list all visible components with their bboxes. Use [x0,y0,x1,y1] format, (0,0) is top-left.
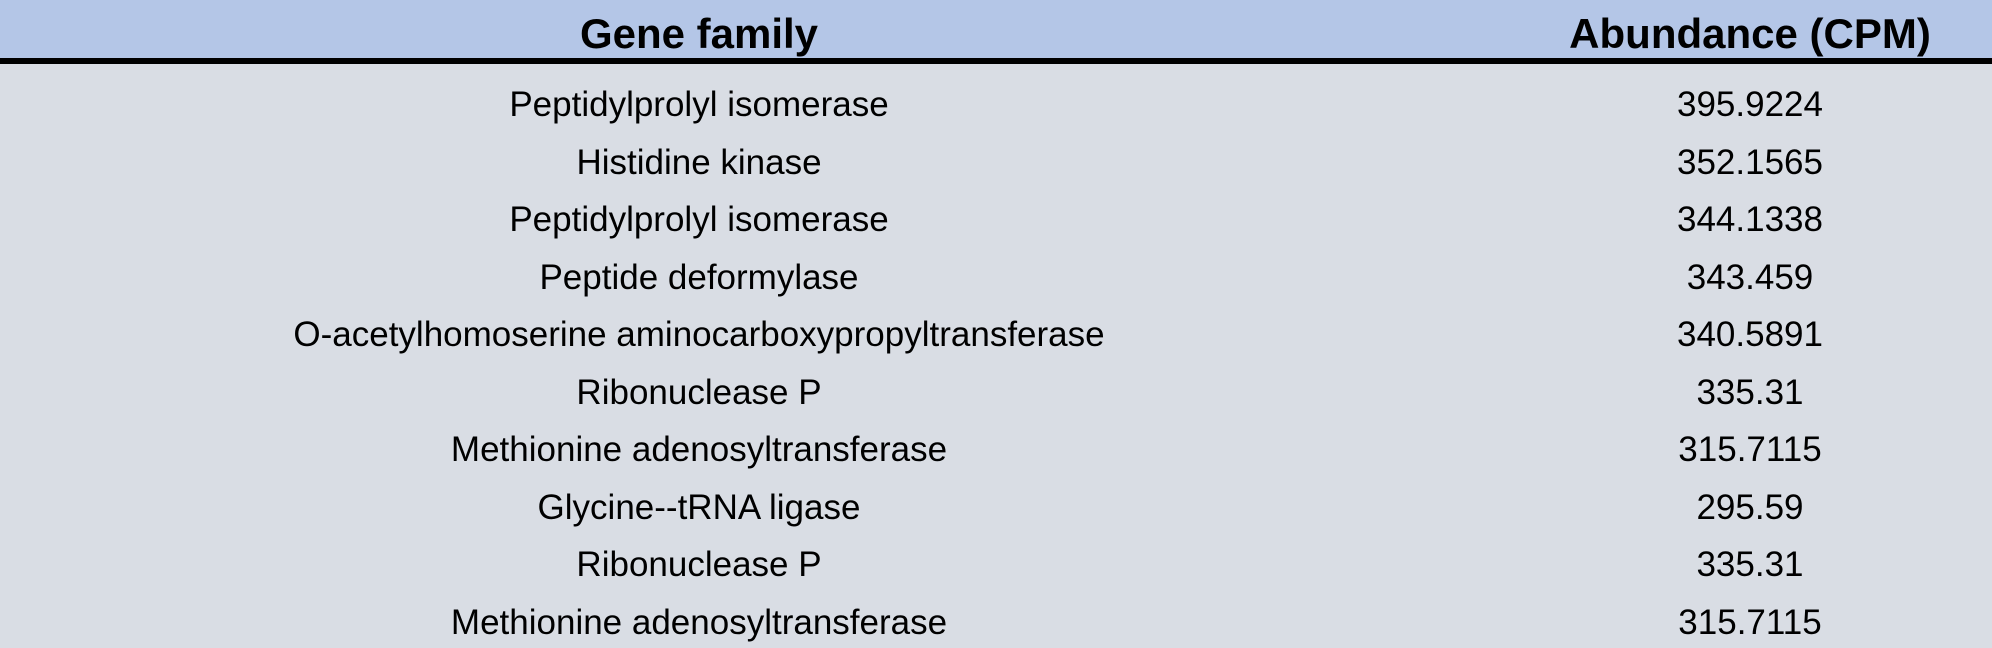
table-row: O-acetylhomoserine aminocarboxypropyltra… [0,300,1992,358]
gene-family-cell: O-acetylhomoserine aminocarboxypropyltra… [293,315,1105,354]
abundance-cell: 343.459 [1686,257,1814,297]
table-row: Methionine adenosyltransferase 315.7115 [0,588,1992,646]
gene-family-cell: Ribonuclease P [576,372,822,412]
gene-family-cell: Glycine--tRNA ligase [537,487,861,527]
column-header-gene-family: Gene family [579,10,819,57]
table-body: Peptidylprolyl isomerase 395.9224 Histid… [0,70,1992,645]
table-row: Glycine--tRNA ligase 295.59 [0,473,1992,531]
table-row: Peptidylprolyl isomerase 395.9224 [0,70,1992,128]
abundance-cell: 335.31 [1696,372,1804,412]
gene-family-cell: Histidine kinase [576,142,822,182]
abundance-cell: 315.7115 [1678,430,1822,469]
abundance-cell: 344.1338 [1677,200,1823,239]
gene-family-cell: Peptidylprolyl isomerase [509,85,889,124]
abundance-cell: 295.59 [1696,487,1804,527]
abundance-cell: 340.5891 [1677,315,1823,354]
gene-family-cell: Methionine adenosyltransferase [450,430,948,469]
gene-family-cell: Peptidylprolyl isomerase [509,200,889,239]
abundance-cell: 352.1565 [1677,142,1823,182]
table-row: Ribonuclease P 335.31 [0,358,1992,416]
table-header: Gene family Abundance (CPM) [0,0,1992,64]
abundance-cell: 335.31 [1696,545,1804,584]
table-row: Methionine adenosyltransferase 315.7115 [0,415,1992,473]
table-row: Peptidylprolyl isomerase 344.1338 [0,185,1992,243]
abundance-cell: 315.7115 [1678,602,1822,642]
table-row: Peptide deformylase 343.459 [0,243,1992,301]
gene-family-cell: Peptide deformylase [539,257,859,297]
table-row: Ribonuclease P 335.31 [0,530,1992,588]
column-header-abundance: Abundance (CPM) [1569,10,1931,57]
table-row: Histidine kinase 352.1565 [0,128,1992,186]
gene-family-cell: Ribonuclease P [576,545,822,584]
abundance-cell: 395.9224 [1677,85,1823,124]
gene-family-cell: Methionine adenosyltransferase [450,602,948,642]
